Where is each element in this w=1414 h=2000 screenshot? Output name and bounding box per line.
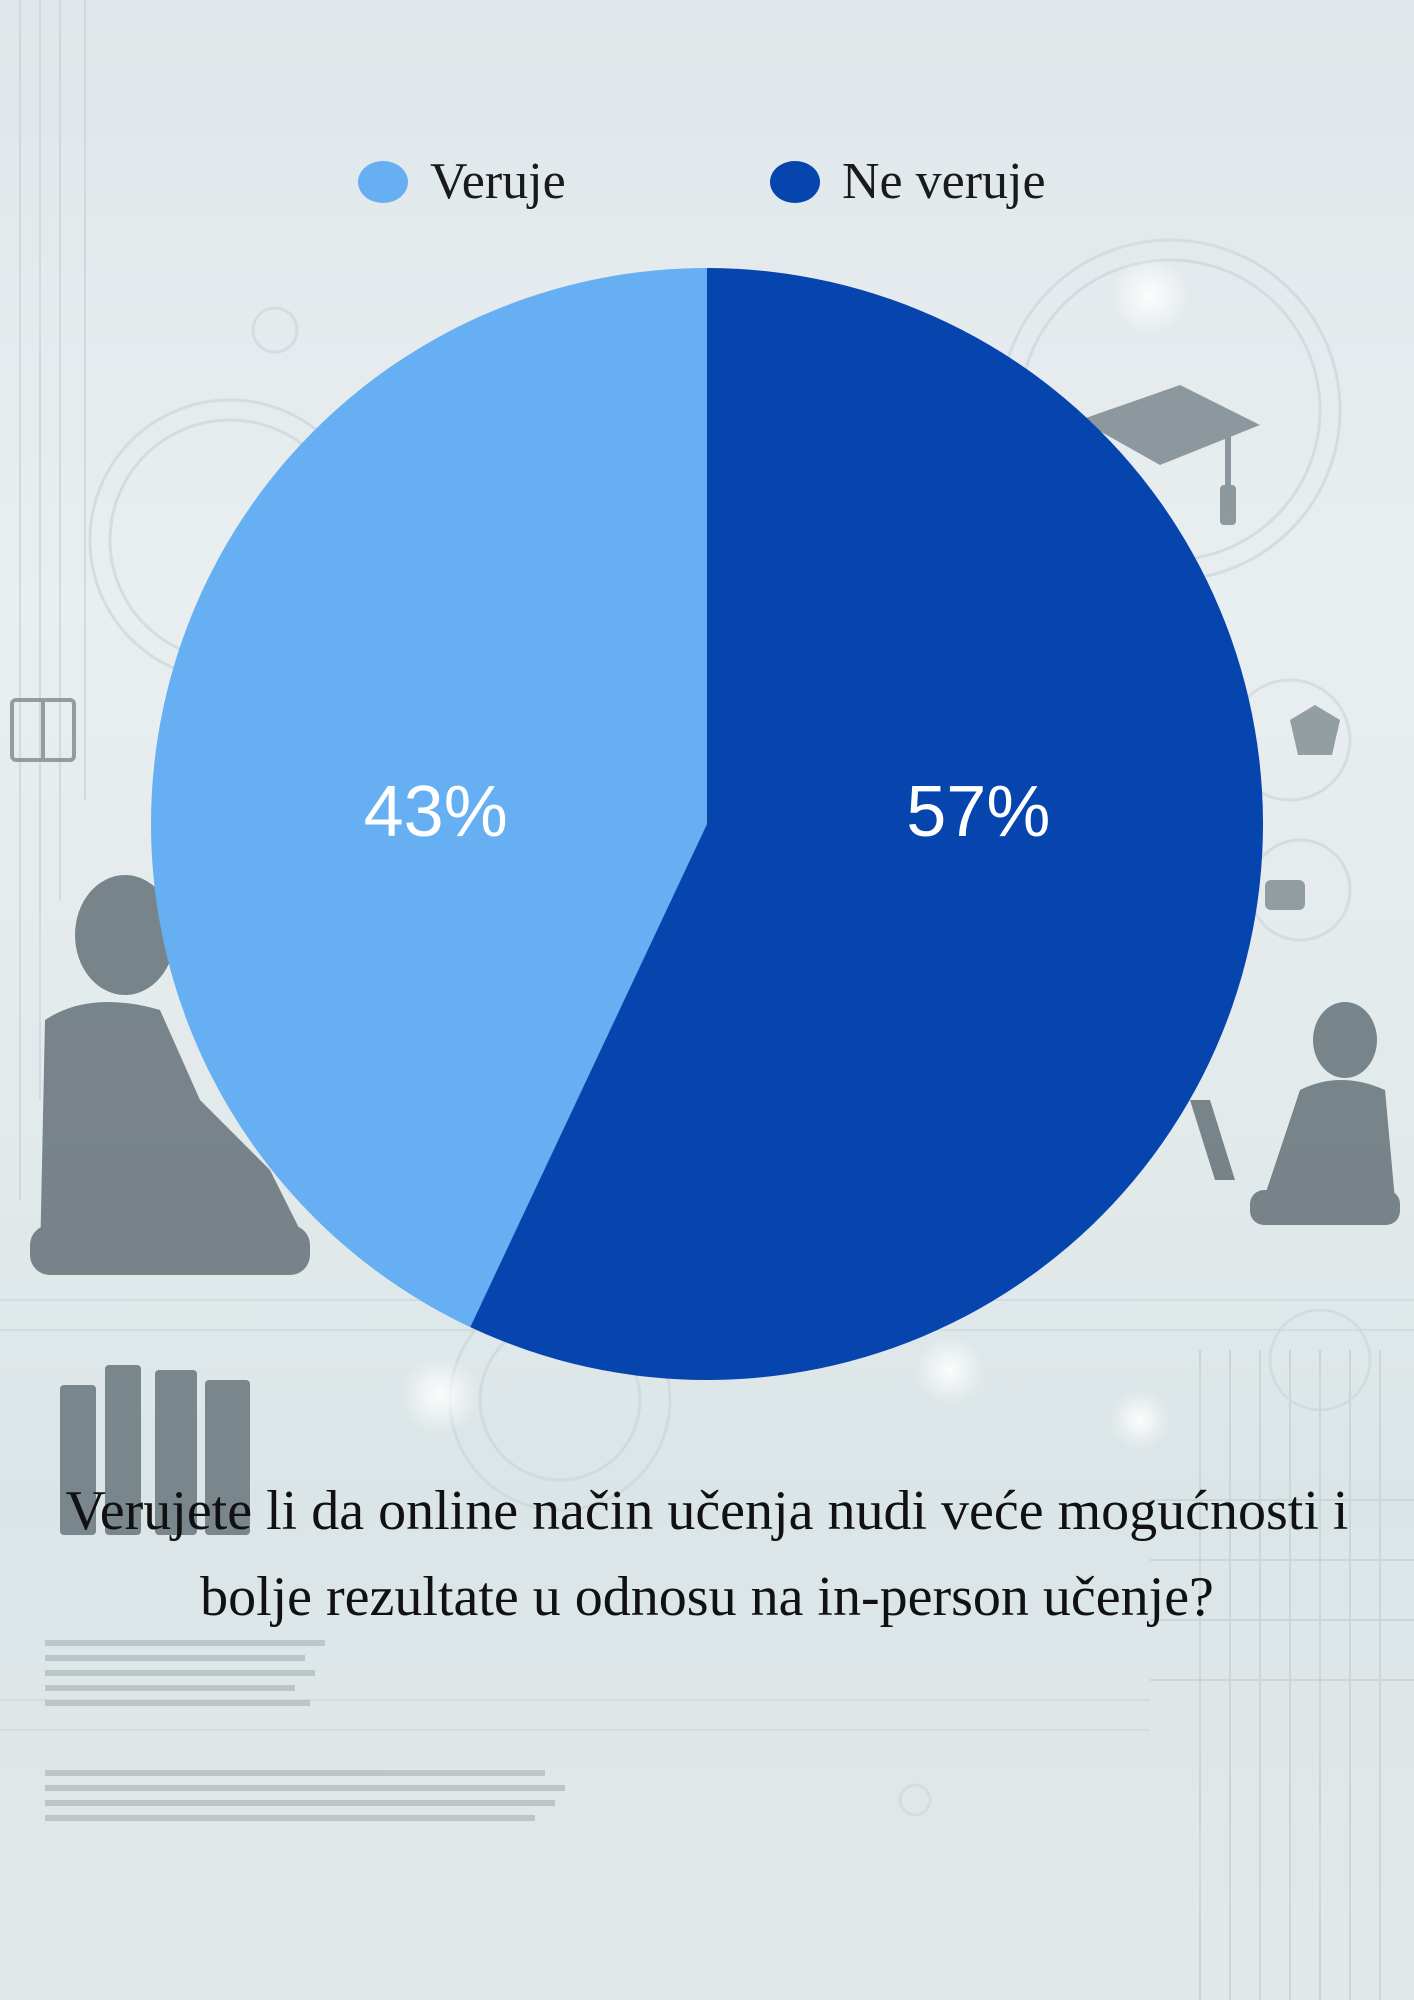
legend-swatch-ne-veruje bbox=[770, 161, 820, 203]
pie-slice-ne-veruje bbox=[470, 268, 1263, 1381]
pie-slice-veruje bbox=[151, 268, 707, 1328]
legend-item-ne-veruje: Ne veruje bbox=[770, 152, 1046, 212]
legend-label-ne-veruje: Ne veruje bbox=[842, 153, 1046, 210]
legend-item-veruje: Veruje bbox=[358, 152, 566, 212]
legend-swatch-veruje bbox=[358, 161, 408, 203]
pie-label-ne-veruje: 57% bbox=[906, 772, 1050, 852]
legend-label-veruje: Veruje bbox=[430, 153, 566, 210]
pie-label-veruje: 43% bbox=[364, 772, 508, 852]
question-text: Verujete li da online način učenja nudi … bbox=[65, 1480, 1349, 1628]
